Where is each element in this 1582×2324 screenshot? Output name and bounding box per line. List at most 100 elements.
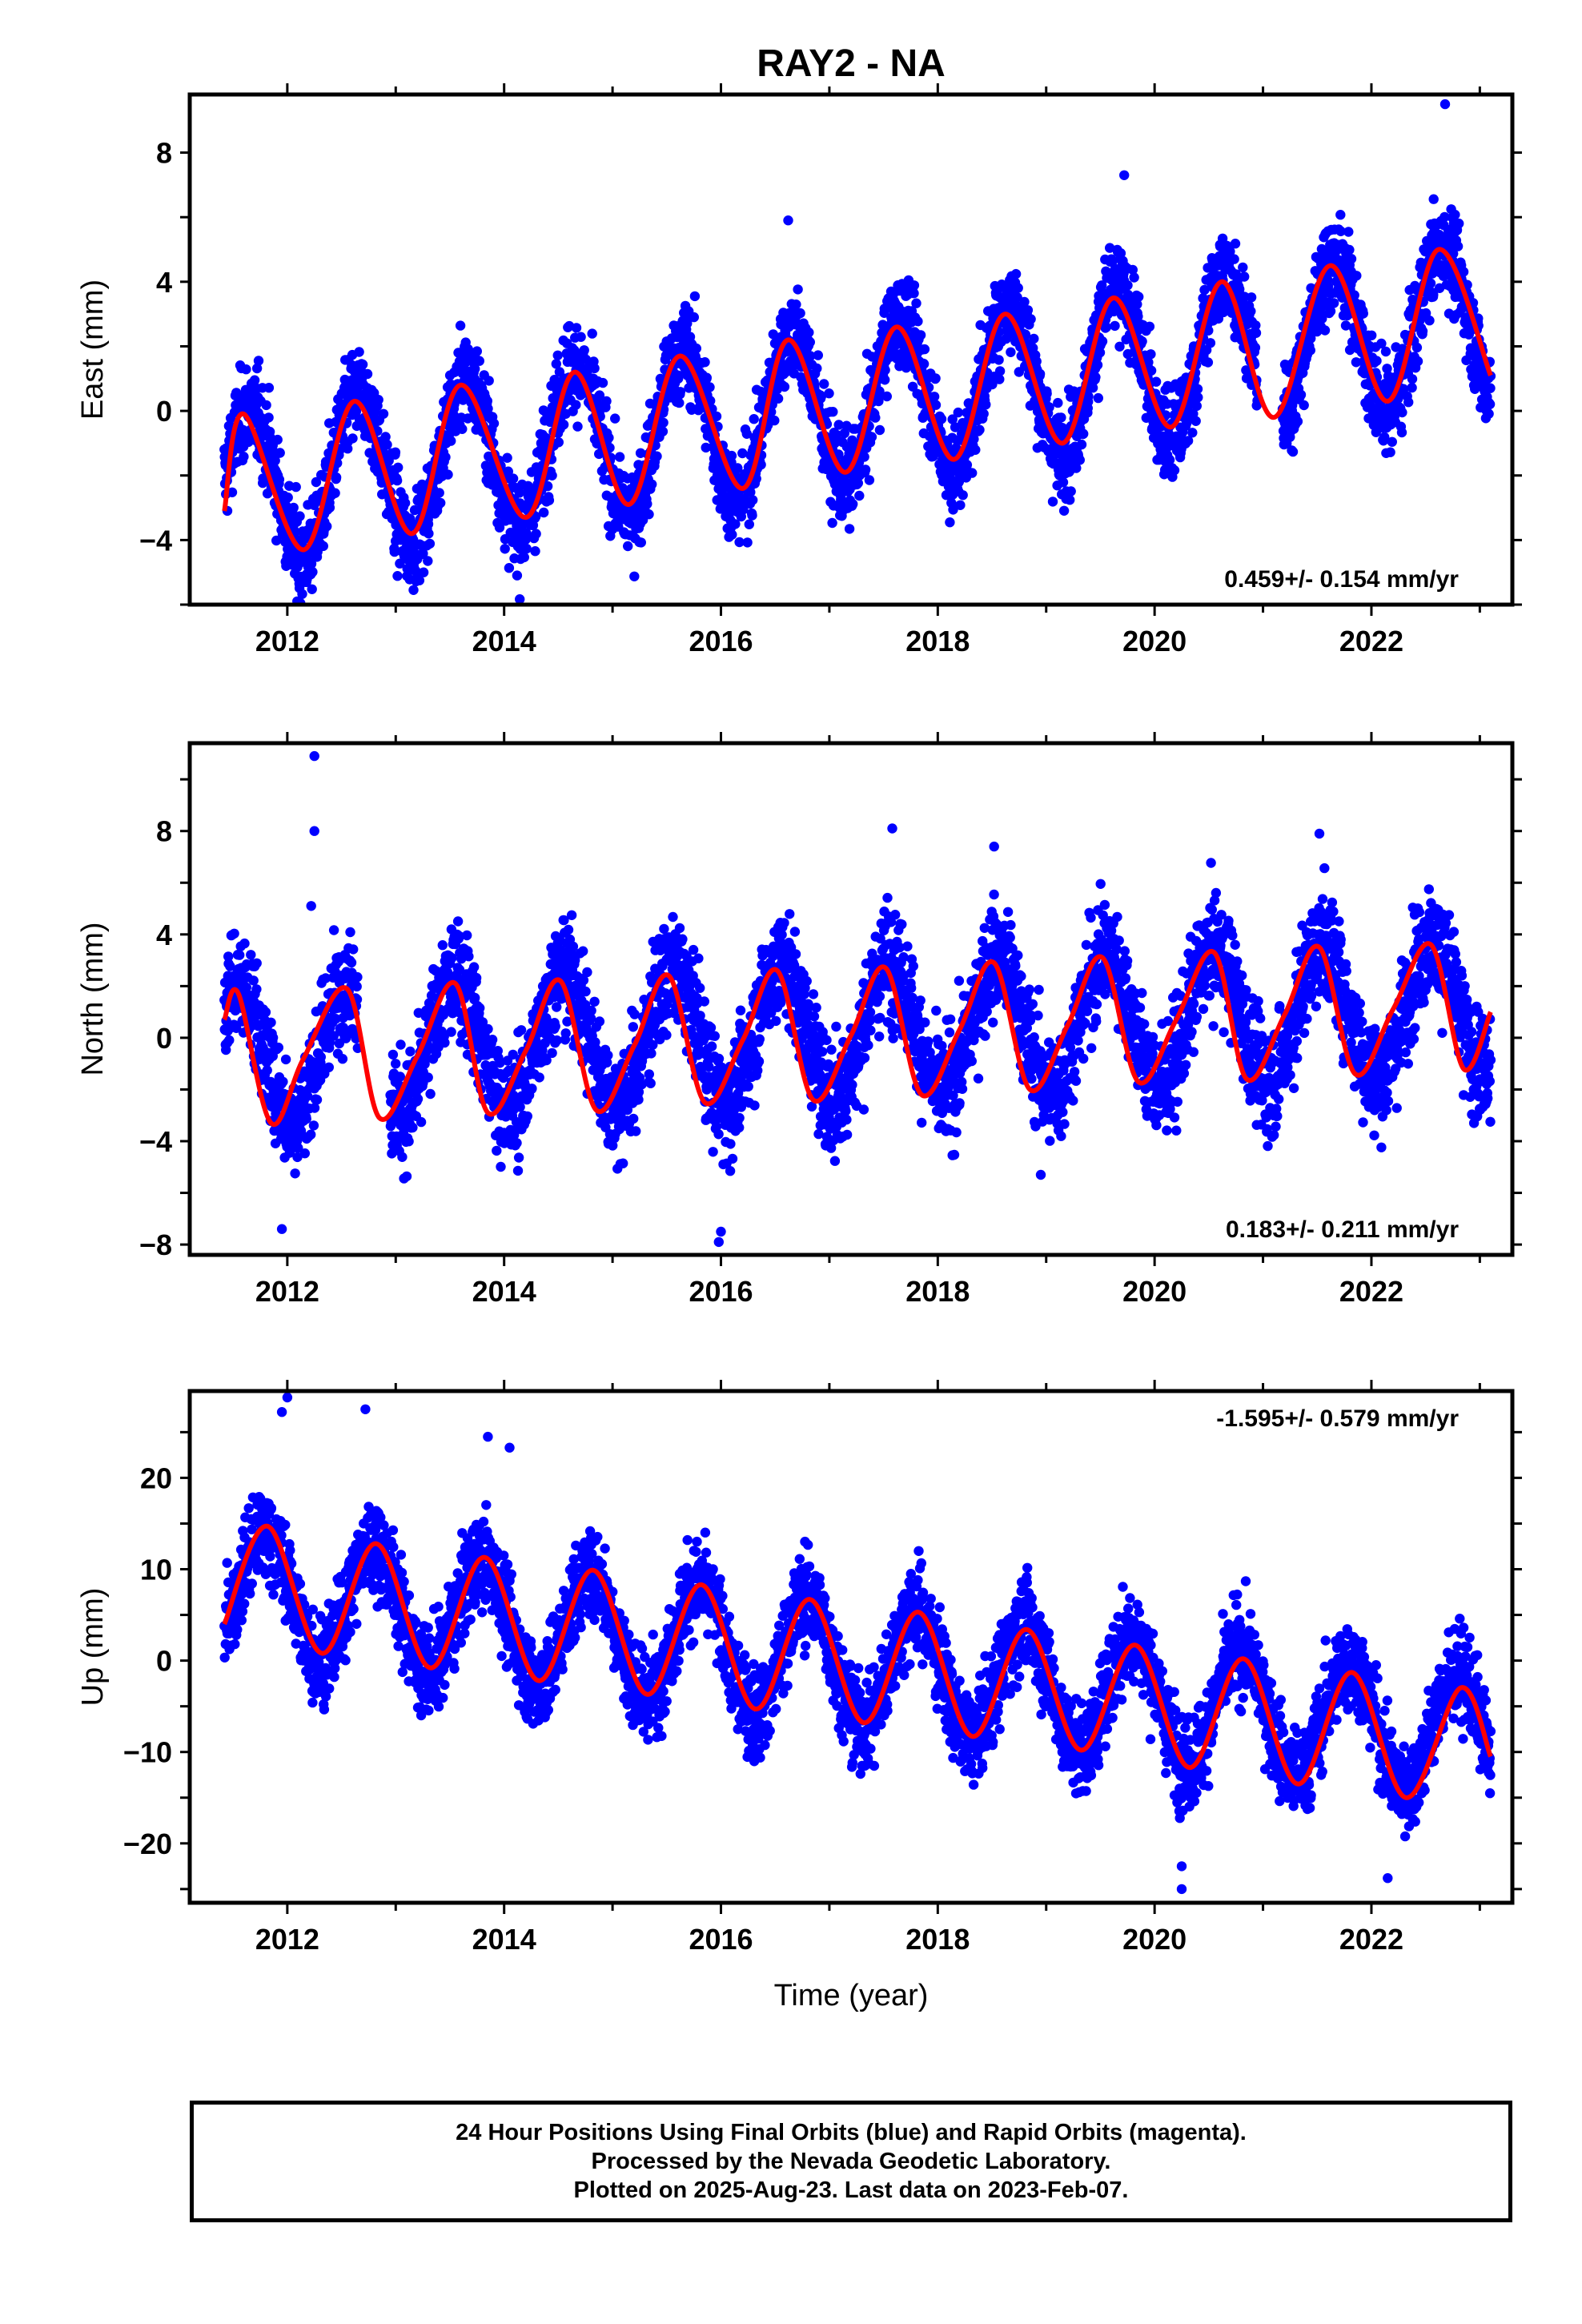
data-point	[272, 434, 283, 445]
data-point	[390, 447, 401, 457]
data-point	[1192, 384, 1203, 394]
data-point	[642, 499, 652, 509]
data-point	[239, 452, 249, 462]
data-point	[1047, 497, 1058, 507]
data-point	[1344, 244, 1355, 255]
data-point	[1097, 336, 1108, 347]
data-point	[423, 1072, 433, 1083]
data-point	[224, 1035, 235, 1046]
data-point	[1484, 399, 1496, 409]
data-point	[700, 357, 710, 368]
y-tick-label: 4	[156, 266, 172, 299]
data-point	[1056, 412, 1066, 423]
data-point	[251, 984, 262, 995]
data-point	[644, 509, 654, 520]
data-point	[267, 1032, 279, 1043]
data-point	[673, 373, 684, 384]
data-point	[261, 400, 271, 411]
data-point	[553, 437, 564, 448]
data-point	[833, 449, 844, 460]
data-point	[306, 1129, 316, 1140]
data-point	[1335, 226, 1346, 236]
data-point	[1122, 280, 1133, 291]
data-point	[396, 1039, 406, 1050]
data-point	[443, 469, 453, 480]
data-point	[351, 406, 362, 416]
data-point	[347, 433, 358, 444]
data-point	[475, 1003, 485, 1013]
data-point	[874, 424, 885, 436]
data-point	[816, 391, 827, 401]
data-point	[531, 511, 541, 522]
data-point	[870, 412, 881, 423]
data-point	[408, 1122, 418, 1133]
data-point	[1164, 455, 1175, 465]
data-point	[597, 377, 608, 388]
data-point	[897, 283, 908, 293]
data-point	[675, 387, 685, 397]
data-point	[351, 981, 362, 992]
data-point	[440, 1037, 450, 1048]
data-point	[1380, 346, 1391, 357]
data-point	[530, 546, 540, 557]
data-point	[1019, 296, 1030, 308]
data-point	[273, 1042, 283, 1053]
data-point	[791, 300, 801, 310]
data-point	[311, 1095, 323, 1105]
data-point	[515, 594, 525, 605]
data-point	[1115, 248, 1126, 259]
data-point	[589, 363, 600, 374]
data-point	[793, 284, 803, 295]
data-point	[324, 502, 335, 513]
data-point	[860, 464, 871, 475]
data-point	[1013, 283, 1023, 293]
data-point	[500, 544, 510, 554]
data-point	[387, 1049, 399, 1060]
outlier-point	[1119, 170, 1130, 180]
data-point	[274, 474, 285, 485]
data-point	[1246, 292, 1257, 303]
data-point	[251, 958, 262, 969]
data-point	[833, 420, 844, 430]
data-point	[987, 379, 998, 390]
data-point	[1105, 243, 1115, 253]
data-point	[362, 368, 373, 380]
data-point	[1346, 254, 1357, 264]
data-point	[779, 381, 790, 392]
data-point	[1452, 241, 1464, 251]
data-point	[229, 928, 239, 939]
data-point	[1292, 416, 1303, 427]
data-point	[1371, 356, 1382, 366]
data-point	[299, 1148, 310, 1159]
data-point	[647, 479, 657, 489]
data-point	[580, 354, 592, 365]
data-point	[263, 383, 275, 393]
data-point	[711, 411, 722, 422]
data-point	[302, 1091, 313, 1101]
data-point	[909, 288, 919, 299]
data-point	[859, 452, 869, 462]
data-point	[288, 502, 299, 513]
data-point	[382, 440, 392, 450]
data-point	[1454, 218, 1464, 229]
data-point	[1114, 341, 1125, 352]
y-tick-label: −4	[139, 524, 172, 557]
data-point	[1092, 360, 1103, 370]
data-point	[504, 563, 515, 573]
data-point	[658, 417, 669, 428]
data-point	[1351, 271, 1362, 281]
data-point	[1417, 326, 1428, 336]
data-point	[1053, 397, 1063, 408]
data-point	[434, 488, 444, 498]
data-point	[270, 456, 280, 466]
data-point	[795, 308, 805, 319]
data-point	[1412, 356, 1423, 367]
data-point	[571, 400, 581, 410]
data-point	[1397, 407, 1407, 418]
data-point	[508, 473, 519, 484]
data-point	[1146, 349, 1156, 360]
data-point	[911, 298, 921, 308]
data-point	[275, 448, 285, 458]
